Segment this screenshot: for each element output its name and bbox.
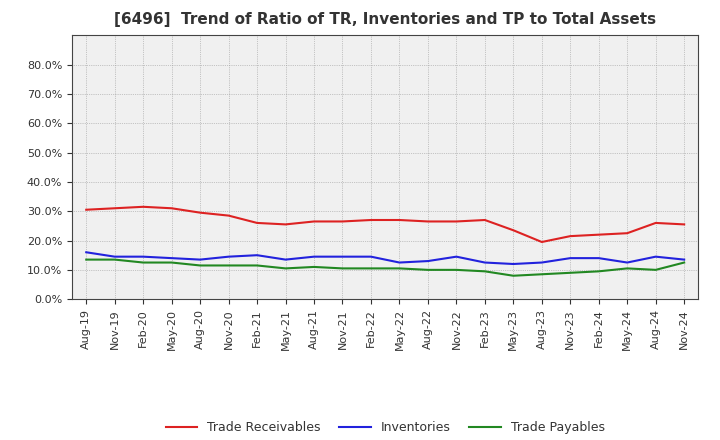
Trade Payables bbox=[310, 264, 318, 270]
Inventories bbox=[395, 260, 404, 265]
Line: Inventories: Inventories bbox=[86, 252, 684, 264]
Trade Payables bbox=[480, 269, 489, 274]
Trade Receivables bbox=[509, 227, 518, 233]
Trade Receivables bbox=[282, 222, 290, 227]
Trade Receivables bbox=[225, 213, 233, 218]
Inventories bbox=[196, 257, 204, 262]
Trade Payables bbox=[82, 257, 91, 262]
Inventories bbox=[338, 254, 347, 259]
Trade Payables bbox=[139, 260, 148, 265]
Inventories bbox=[82, 249, 91, 255]
Trade Receivables bbox=[566, 234, 575, 239]
Legend: Trade Receivables, Inventories, Trade Payables: Trade Receivables, Inventories, Trade Pa… bbox=[161, 416, 610, 439]
Inventories bbox=[452, 254, 461, 259]
Trade Receivables bbox=[537, 239, 546, 245]
Trade Receivables bbox=[139, 204, 148, 209]
Trade Receivables bbox=[452, 219, 461, 224]
Inventories bbox=[366, 254, 375, 259]
Trade Payables bbox=[282, 266, 290, 271]
Inventories bbox=[595, 256, 603, 261]
Trade Receivables bbox=[82, 207, 91, 213]
Inventories bbox=[652, 254, 660, 259]
Trade Payables bbox=[366, 266, 375, 271]
Trade Receivables bbox=[480, 217, 489, 223]
Trade Payables bbox=[537, 271, 546, 277]
Trade Receivables bbox=[196, 210, 204, 215]
Trade Receivables bbox=[623, 231, 631, 236]
Trade Payables bbox=[595, 269, 603, 274]
Trade Payables bbox=[423, 267, 432, 272]
Trade Payables bbox=[395, 266, 404, 271]
Trade Payables bbox=[566, 270, 575, 275]
Inventories bbox=[225, 254, 233, 259]
Trade Receivables bbox=[595, 232, 603, 237]
Trade Payables bbox=[680, 260, 688, 265]
Trade Payables bbox=[196, 263, 204, 268]
Trade Payables bbox=[225, 263, 233, 268]
Trade Receivables bbox=[680, 222, 688, 227]
Trade Receivables bbox=[167, 205, 176, 211]
Inventories bbox=[423, 258, 432, 264]
Inventories bbox=[139, 254, 148, 259]
Trade Receivables bbox=[366, 217, 375, 223]
Trade Payables bbox=[253, 263, 261, 268]
Inventories bbox=[480, 260, 489, 265]
Trade Receivables bbox=[110, 205, 119, 211]
Trade Payables bbox=[652, 267, 660, 272]
Trade Payables bbox=[623, 266, 631, 271]
Inventories bbox=[167, 256, 176, 261]
Inventories bbox=[282, 257, 290, 262]
Trade Receivables bbox=[652, 220, 660, 226]
Inventories bbox=[623, 260, 631, 265]
Trade Payables bbox=[110, 257, 119, 262]
Trade Payables bbox=[167, 260, 176, 265]
Inventories bbox=[110, 254, 119, 259]
Trade Receivables bbox=[423, 219, 432, 224]
Inventories bbox=[310, 254, 318, 259]
Trade Payables bbox=[509, 273, 518, 279]
Trade Receivables bbox=[310, 219, 318, 224]
Inventories bbox=[509, 261, 518, 267]
Trade Receivables bbox=[338, 219, 347, 224]
Line: Trade Receivables: Trade Receivables bbox=[86, 207, 684, 242]
Trade Payables bbox=[452, 267, 461, 272]
Title: [6496]  Trend of Ratio of TR, Inventories and TP to Total Assets: [6496] Trend of Ratio of TR, Inventories… bbox=[114, 12, 656, 27]
Inventories bbox=[566, 256, 575, 261]
Inventories bbox=[253, 253, 261, 258]
Trade Receivables bbox=[253, 220, 261, 226]
Line: Trade Payables: Trade Payables bbox=[86, 260, 684, 276]
Inventories bbox=[680, 257, 688, 262]
Trade Payables bbox=[338, 266, 347, 271]
Trade Receivables bbox=[395, 217, 404, 223]
Inventories bbox=[537, 260, 546, 265]
